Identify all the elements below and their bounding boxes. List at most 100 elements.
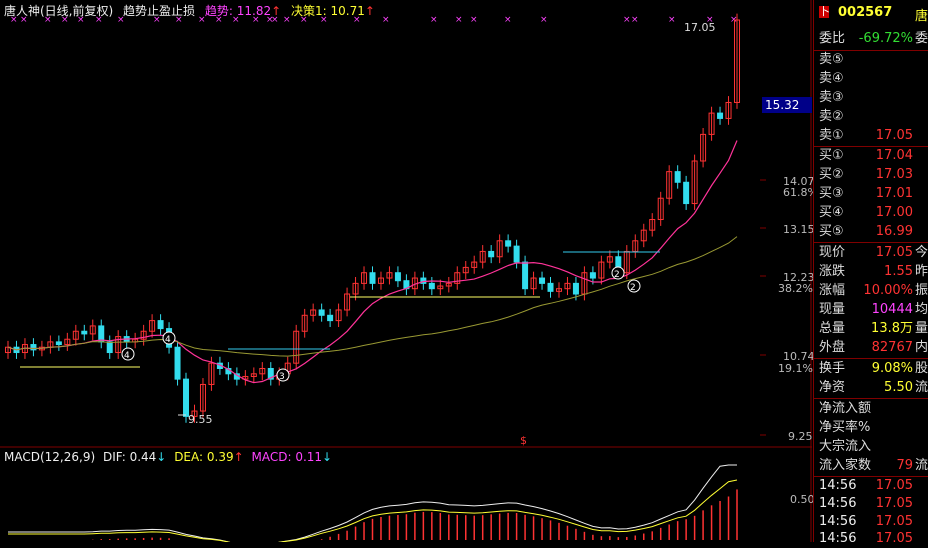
candle-body (632, 240, 639, 252)
kline-chart[interactable]: × × × × × × × × × × × × × × × × × × × × × × × × × × × × × × 4 4 3 2 2 唐人神(… (0, 0, 818, 542)
macd-dif-line (8, 464, 737, 542)
price-tick: 9.25 (788, 430, 813, 443)
signal-x-marker: × (175, 15, 183, 25)
candle-body (572, 282, 579, 295)
divider (814, 242, 928, 243)
candle-body (327, 314, 334, 322)
candle-body (81, 330, 88, 335)
signal-x-marker: × (300, 15, 308, 25)
code-badge: 卜 (819, 5, 830, 18)
candle-body (513, 245, 520, 263)
candle-body (208, 362, 215, 385)
candle-body (674, 171, 681, 183)
candle-body (149, 320, 156, 332)
macd-header: MACD(12,26,9) DIF: 0.44↓ DEA: 0.39↑ MACD… (4, 450, 336, 464)
flow-row: 大宗流入 (819, 439, 872, 454)
candle-body (420, 277, 427, 284)
candle-body (183, 378, 190, 417)
candle-body (157, 320, 164, 330)
trend-readout: 趋势: 11.82↑ (204, 4, 282, 18)
ask-row[interactable]: 卖④ (819, 71, 844, 86)
circled-marker (162, 331, 176, 345)
ask-row[interactable]: 卖③ (819, 90, 844, 105)
signal-x-marker: × (252, 15, 260, 25)
signal-x-marker: × (10, 15, 18, 25)
candle-body (115, 336, 122, 354)
ma-long-line (7, 236, 738, 357)
candle-body (352, 282, 359, 295)
bid-row[interactable]: 买① 17.04 (819, 148, 913, 163)
candle-body (72, 330, 79, 340)
candle-body (488, 250, 495, 258)
candle-body (267, 367, 274, 380)
signal-x-marker: × (623, 15, 631, 25)
candle-body (496, 240, 503, 258)
candle-body (734, 19, 740, 103)
tick-row: 14:56 17.05 (819, 496, 913, 511)
signal-x-marker: × (668, 15, 676, 25)
signal-x-marker: × (95, 15, 103, 25)
signal-x-marker: × (631, 15, 639, 25)
candle-body (106, 341, 113, 354)
candle-body (369, 272, 376, 284)
ask-row[interactable]: 卖⑤ (819, 52, 844, 67)
signal-x-marker: × (44, 15, 52, 25)
price-tick: 13.15 (783, 223, 815, 236)
fib-tick: 38.2% (778, 282, 813, 295)
macd-readout: MACD: 0.11↓ (251, 450, 333, 464)
ask-row[interactable]: 卖① 17.05 (819, 128, 913, 143)
candle-body (479, 250, 486, 263)
divider (814, 146, 928, 147)
candle-body (708, 112, 715, 135)
low-label: 9.55 (188, 413, 213, 426)
fib-tick: 61.8% (783, 186, 818, 199)
current-price-box: 15.32 (762, 97, 812, 113)
candle-body (454, 272, 461, 284)
candle-body (293, 330, 300, 364)
indicator-name: 趋势止盈止损 (123, 4, 196, 18)
circled-marker-label: 2 (630, 283, 636, 293)
signal-x-marker: × (215, 15, 223, 25)
signal-x-marker: × (470, 15, 478, 25)
candle-body (242, 375, 249, 380)
decision-readout: 决策1: 10.71↑ (290, 4, 375, 18)
candle-body (649, 219, 656, 231)
candle-body (335, 309, 342, 322)
candle-body (547, 282, 554, 292)
signal-x-marker: × (320, 15, 328, 25)
signal-x-marker: × (77, 15, 85, 25)
signal-x-marker: × (706, 15, 714, 25)
candle-body (259, 367, 266, 375)
signal-x-marker: × (232, 15, 240, 25)
candle-body (598, 261, 605, 279)
stat-row: 涨跌 1.55 昨 (819, 264, 928, 279)
circled-marker-label: 4 (165, 335, 171, 345)
candle-body (522, 261, 529, 290)
candle-body (606, 256, 613, 263)
circled-marker-label: 3 (279, 372, 285, 382)
circled-marker-label: 2 (614, 270, 620, 280)
divider (814, 358, 928, 359)
signal-x-marker: × (353, 15, 361, 25)
bid-row[interactable]: 买③ 17.01 (819, 186, 913, 201)
candle-body (555, 288, 562, 292)
bid-row[interactable]: 买④ 17.00 (819, 205, 913, 220)
candle-body (386, 272, 393, 279)
stat-row: 外盘 82767 内 (819, 340, 928, 355)
signal-x-marker: × (540, 15, 548, 25)
signal-x-marker: × (61, 15, 69, 25)
bid-row[interactable]: 买⑤ 16.99 (819, 224, 913, 239)
ask-row[interactable]: 卖② (819, 109, 844, 124)
candle-body (361, 272, 368, 284)
candle-body (55, 341, 62, 346)
stat-row: 总量 13.8万量 (819, 321, 928, 336)
bid-row[interactable]: 买② 17.03 (819, 167, 913, 182)
high-label: 17.05 (684, 21, 716, 34)
signal-x-marker: × (504, 15, 512, 25)
signal-x-marker: × (382, 15, 390, 25)
s-marker: $ (520, 434, 527, 447)
quote-panel: 卜 002567 唐 委比 -69.72% 委 卖⑤ 卖④ 卖③ 卖② 卖① 17… (813, 0, 928, 546)
stock-code: 002567 (838, 5, 893, 20)
stat-row: 换手 9.08% 股 (819, 361, 928, 376)
